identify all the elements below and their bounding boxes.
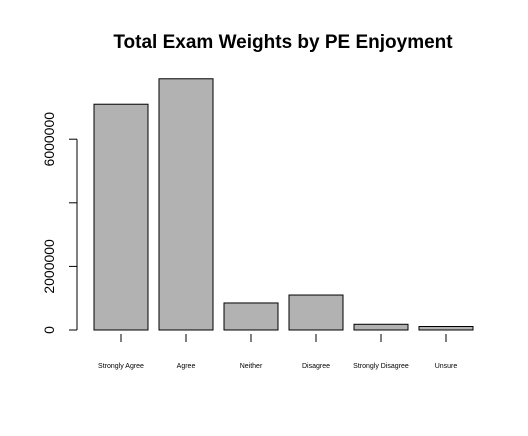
y-tick-label: 6000000	[41, 112, 57, 167]
bars	[94, 79, 473, 330]
y-tick-label: 2000000	[41, 239, 57, 294]
bar-disagree	[289, 295, 343, 330]
x-tick-label: Unsure	[435, 363, 458, 370]
chart-title: Total Exam Weights by PE Enjoyment	[113, 32, 453, 53]
bar-neither	[224, 303, 278, 330]
x-tick-label: Neither	[240, 363, 263, 370]
x-axis: Strongly Agree Agree Neither Disagree Strong…	[98, 334, 457, 370]
bar-strongly-disagree	[354, 324, 408, 330]
x-tick-label: Agree	[177, 363, 196, 370]
bar-agree	[159, 79, 213, 330]
bar-unsure	[419, 327, 473, 330]
y-axis: 0 2000000 6000000	[41, 112, 77, 334]
y-tick-label: 0	[41, 326, 57, 334]
x-tick-label: Disagree	[302, 363, 330, 370]
bar-strongly-agree	[94, 104, 148, 330]
x-tick-label: Strongly Agree	[98, 363, 144, 370]
x-tick-label: Strongly Disagree	[353, 363, 409, 370]
